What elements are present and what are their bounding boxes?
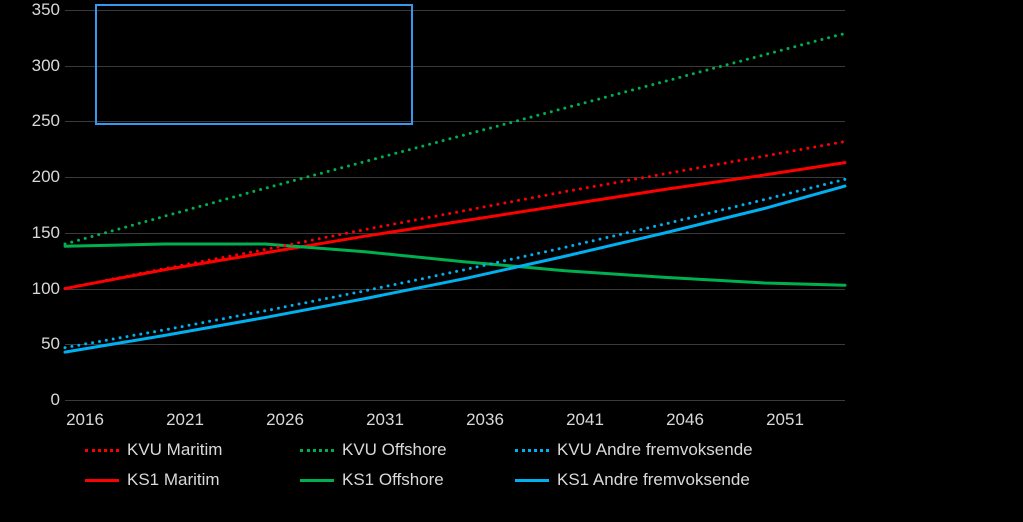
legend-swatch bbox=[300, 449, 334, 452]
legend-label: KS1 Maritim bbox=[127, 470, 220, 490]
legend-label: KVU Offshore bbox=[342, 440, 447, 460]
legend-label: KVU Maritim bbox=[127, 440, 222, 460]
legend-item-kvu-andre: KVU Andre fremvoksende bbox=[515, 440, 775, 460]
legend-item-ks1-maritim: KS1 Maritim bbox=[85, 470, 300, 490]
legend-item-kvu-maritim: KVU Maritim bbox=[85, 440, 300, 460]
legend-item-ks1-offshore: KS1 Offshore bbox=[300, 470, 515, 490]
legend-swatch bbox=[300, 479, 334, 482]
legend-label: KVU Andre fremvoksende bbox=[557, 440, 753, 460]
chart-legend: KVU Maritim KVU Offshore KVU Andre fremv… bbox=[85, 440, 925, 490]
legend-label: KS1 Offshore bbox=[342, 470, 444, 490]
legend-swatch bbox=[85, 479, 119, 482]
legend-item-ks1-andre: KS1 Andre fremvoksende bbox=[515, 470, 775, 490]
legend-swatch bbox=[515, 449, 549, 452]
legend-swatch bbox=[85, 449, 119, 452]
line-chart: 0 50 100 150 200 250 300 350 2016 2021 2… bbox=[0, 0, 1023, 522]
legend-label: KS1 Andre fremvoksende bbox=[557, 470, 750, 490]
legend-item-kvu-offshore: KVU Offshore bbox=[300, 440, 515, 460]
legend-swatch bbox=[515, 479, 549, 482]
